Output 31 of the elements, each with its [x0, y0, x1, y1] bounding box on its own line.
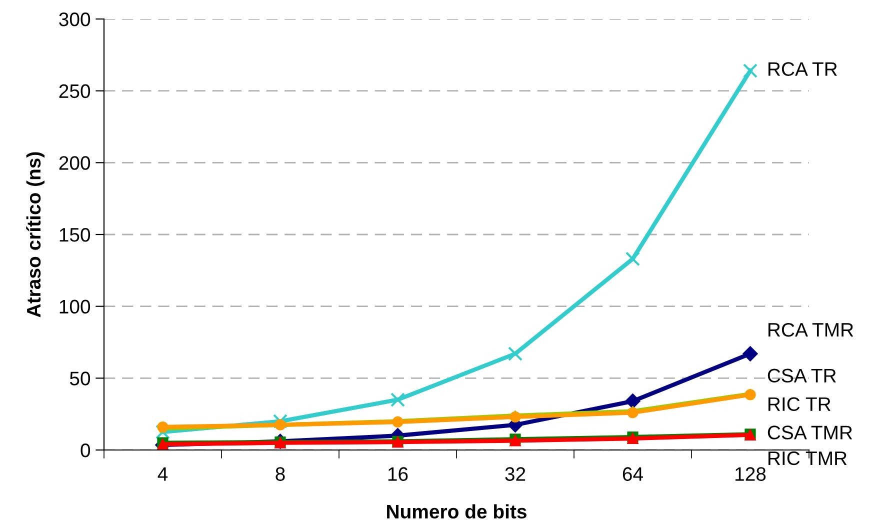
point [742, 346, 758, 362]
point [625, 252, 640, 266]
point [155, 424, 170, 440]
x-tick-label: 32 [505, 467, 526, 481]
y-tick-label: 0 [80, 443, 90, 458]
y-tick-label: 300 [59, 12, 90, 26]
series-label: RIC TR [768, 397, 830, 412]
point [272, 414, 288, 429]
series-label: RIC TMR [768, 451, 847, 466]
x-tick-label: 128 [736, 467, 766, 481]
series-label: RCA TR [768, 62, 837, 76]
point [627, 407, 638, 418]
y-tick-label: 250 [59, 84, 90, 98]
series-label: CSA TR [768, 368, 836, 383]
y-tick-label: 200 [59, 156, 90, 170]
point [510, 411, 521, 423]
x-tick-label: 64 [622, 467, 643, 481]
point [508, 346, 523, 362]
point [390, 392, 406, 408]
y-tick-label: 150 [60, 228, 90, 242]
y-tick-label: 100 [60, 300, 90, 314]
point [742, 63, 758, 78]
point [625, 394, 640, 409]
series-label: RCA TMR [768, 322, 854, 337]
x-tick-label: 4 [158, 467, 168, 481]
y-tick-label: 50 [70, 372, 90, 386]
x-tick-label: 16 [388, 467, 408, 481]
x-tick-label: 8 [276, 467, 285, 481]
x-axis-title: Numero de bits [387, 504, 526, 519]
y-axis-title: Atraso crítico (ns) [26, 152, 44, 318]
series-label: CSA TMR [768, 426, 852, 440]
